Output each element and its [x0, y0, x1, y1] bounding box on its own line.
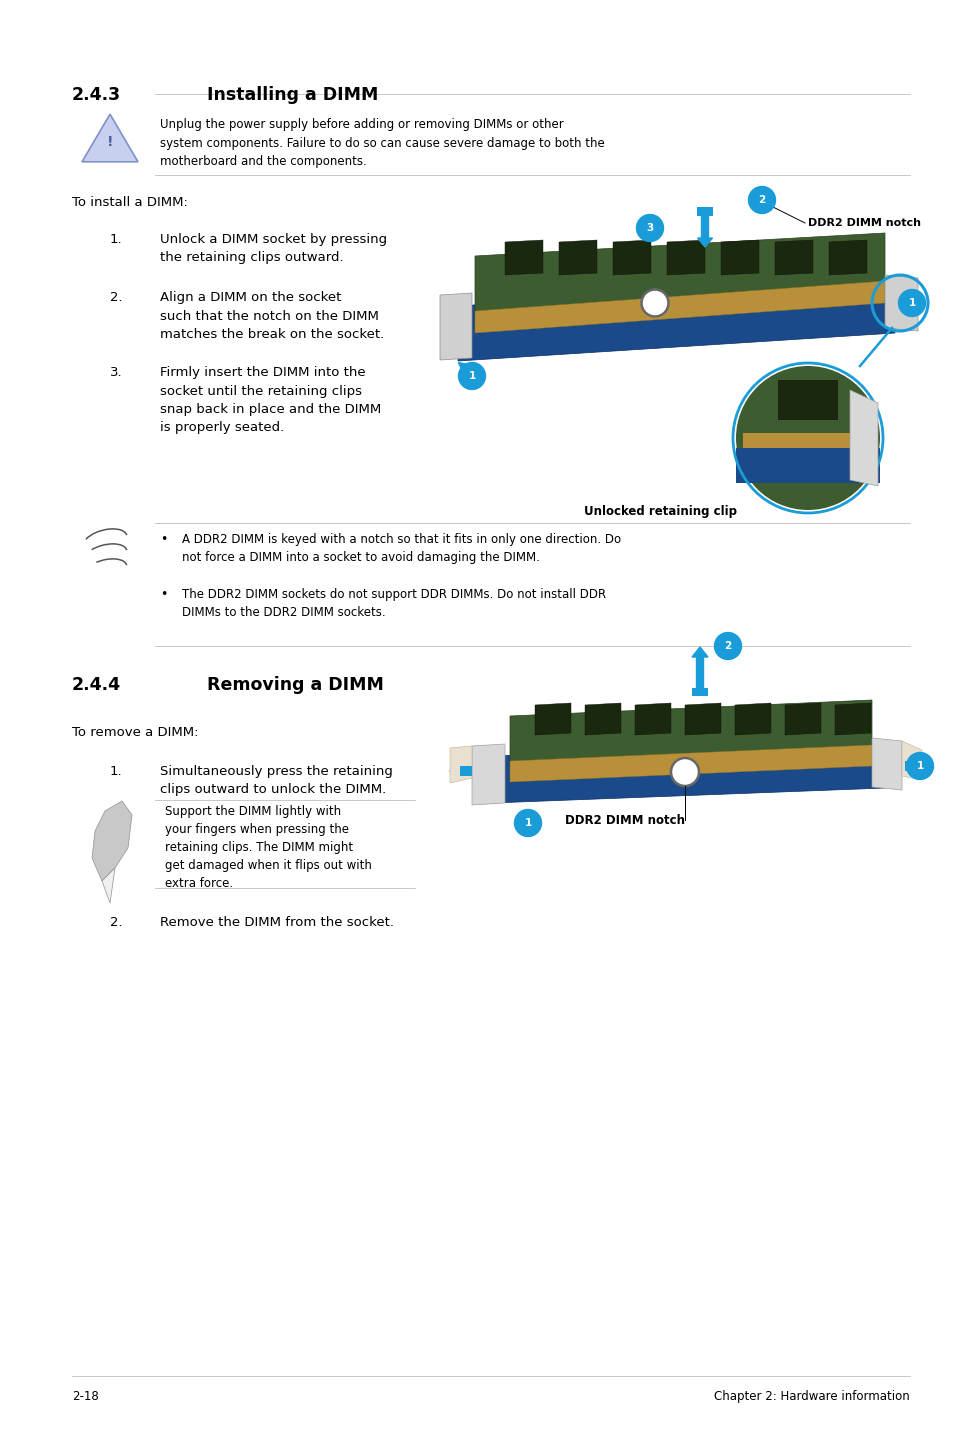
Circle shape: [714, 633, 740, 660]
Text: Align a DIMM on the socket
such that the notch on the DIMM
matches the break on : Align a DIMM on the socket such that the…: [160, 290, 384, 341]
Polygon shape: [734, 703, 770, 735]
Polygon shape: [102, 869, 115, 903]
Text: 1: 1: [468, 371, 476, 381]
Text: 2: 2: [723, 641, 731, 651]
Polygon shape: [475, 280, 884, 334]
Text: 2.4.4: 2.4.4: [71, 676, 121, 695]
Polygon shape: [584, 703, 620, 735]
Polygon shape: [904, 761, 917, 771]
Polygon shape: [510, 700, 871, 766]
Polygon shape: [834, 703, 870, 735]
Polygon shape: [82, 114, 138, 162]
Circle shape: [640, 289, 668, 316]
Polygon shape: [492, 741, 884, 802]
Text: A DDR2 DIMM is keyed with a notch so that it fits in only one direction. Do
not : A DDR2 DIMM is keyed with a notch so tha…: [182, 533, 620, 564]
Polygon shape: [613, 240, 650, 275]
Polygon shape: [828, 240, 866, 275]
Polygon shape: [457, 278, 894, 361]
Text: Installing a DIMM: Installing a DIMM: [207, 86, 378, 104]
Text: 3: 3: [646, 223, 653, 233]
Polygon shape: [475, 233, 884, 316]
Polygon shape: [720, 240, 759, 275]
Polygon shape: [439, 293, 472, 360]
Text: 1: 1: [907, 298, 915, 308]
Polygon shape: [774, 240, 812, 275]
Polygon shape: [784, 703, 821, 735]
Polygon shape: [697, 207, 712, 216]
Polygon shape: [510, 745, 871, 782]
Circle shape: [735, 367, 879, 510]
Text: Unplug the power supply before adding or removing DIMMs or other
system componen: Unplug the power supply before adding or…: [160, 118, 604, 168]
Polygon shape: [504, 240, 542, 275]
Polygon shape: [871, 738, 901, 789]
Circle shape: [636, 214, 662, 242]
Polygon shape: [735, 449, 879, 483]
Text: 2-18: 2-18: [71, 1391, 99, 1403]
Polygon shape: [459, 766, 472, 777]
Text: The DDR2 DIMM sockets do not support DDR DIMMs. Do not install DDR
DIMMs to the : The DDR2 DIMM sockets do not support DDR…: [182, 588, 605, 618]
Polygon shape: [535, 703, 571, 735]
Circle shape: [514, 810, 541, 837]
Circle shape: [898, 289, 924, 316]
Text: 1: 1: [524, 818, 531, 828]
Text: To install a DIMM:: To install a DIMM:: [71, 196, 188, 209]
Polygon shape: [91, 801, 132, 881]
Text: 2.: 2.: [110, 916, 123, 929]
Text: 2: 2: [758, 196, 765, 206]
Text: Unlocked retaining clip: Unlocked retaining clip: [583, 505, 736, 518]
Text: 2.: 2.: [110, 290, 123, 303]
Polygon shape: [849, 390, 877, 486]
Text: Chapter 2: Hardware information: Chapter 2: Hardware information: [714, 1391, 909, 1403]
Text: DDR2 DIMM notch: DDR2 DIMM notch: [807, 219, 920, 229]
Polygon shape: [558, 240, 597, 275]
Text: 1: 1: [916, 761, 923, 771]
Circle shape: [905, 752, 933, 779]
Polygon shape: [635, 703, 670, 735]
Text: 1.: 1.: [110, 765, 123, 778]
Text: Remove the DIMM from the socket.: Remove the DIMM from the socket.: [160, 916, 394, 929]
Text: Firmly insert the DIMM into the
socket until the retaining clips
snap back in pl: Firmly insert the DIMM into the socket u…: [160, 367, 381, 434]
Circle shape: [748, 187, 775, 213]
Text: 3.: 3.: [110, 367, 123, 380]
Text: Simultaneously press the retaining
clips outward to unlock the DIMM.: Simultaneously press the retaining clips…: [160, 765, 393, 797]
Text: •: •: [160, 533, 167, 546]
Polygon shape: [472, 743, 504, 805]
Text: 1.: 1.: [110, 233, 123, 246]
Polygon shape: [450, 746, 472, 784]
Text: •: •: [160, 588, 167, 601]
Polygon shape: [742, 433, 872, 453]
FancyArrow shape: [697, 210, 712, 247]
Text: Removing a DIMM: Removing a DIMM: [207, 676, 383, 695]
Text: !: !: [107, 135, 113, 150]
Polygon shape: [666, 240, 704, 275]
Text: To remove a DIMM:: To remove a DIMM:: [71, 726, 198, 739]
Polygon shape: [778, 380, 837, 420]
Polygon shape: [884, 275, 917, 331]
FancyArrow shape: [691, 647, 707, 692]
Polygon shape: [691, 687, 707, 696]
Text: Support the DIMM lightly with
your fingers when pressing the
retaining clips. Th: Support the DIMM lightly with your finge…: [165, 805, 372, 890]
Text: Unlock a DIMM socket by pressing
the retaining clips outward.: Unlock a DIMM socket by pressing the ret…: [160, 233, 387, 265]
Text: 2.4.3: 2.4.3: [71, 86, 121, 104]
Circle shape: [670, 758, 699, 787]
Polygon shape: [684, 703, 720, 735]
Polygon shape: [901, 741, 921, 779]
Circle shape: [458, 362, 485, 390]
Text: DDR2 DIMM notch: DDR2 DIMM notch: [564, 814, 684, 827]
